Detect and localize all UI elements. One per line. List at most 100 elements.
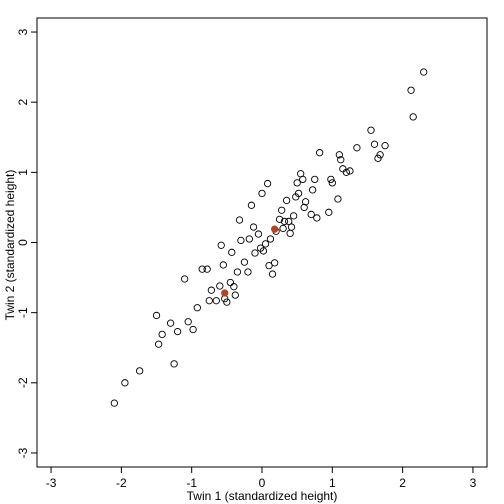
data-point	[294, 189, 303, 198]
data-point	[346, 167, 354, 175]
data-point	[110, 399, 118, 407]
data-point	[263, 179, 272, 188]
x-tick-label: -1	[186, 476, 197, 490]
data-point	[189, 325, 197, 334]
x-axis: -3 -2 -1 0 1 2 3	[46, 467, 477, 490]
data-point	[268, 270, 277, 278]
data-point	[278, 206, 286, 214]
data-point	[327, 175, 335, 184]
x-tick-label: 1	[329, 476, 336, 490]
y-tick-label: -3	[16, 447, 30, 458]
data-point	[247, 201, 256, 209]
y-tick-label: -2	[16, 377, 30, 388]
data-point	[216, 282, 224, 290]
data-point	[342, 168, 351, 176]
x-tick-label: -2	[116, 476, 127, 490]
data-point	[299, 175, 307, 184]
data-point	[244, 268, 252, 276]
data-point	[136, 367, 144, 375]
y-tick-label: 1	[16, 169, 30, 176]
data-point	[217, 241, 225, 249]
data-point	[249, 223, 258, 231]
data-point	[311, 175, 319, 184]
data-point	[173, 327, 182, 336]
data-point	[325, 208, 333, 216]
data-point	[293, 179, 301, 187]
data-point	[381, 142, 389, 150]
data-point	[152, 311, 161, 320]
data-point	[223, 298, 231, 306]
data-point	[184, 318, 192, 326]
data-point	[166, 319, 175, 327]
y-tick-label: 3	[16, 28, 30, 35]
data-point	[370, 140, 379, 148]
data-point	[251, 249, 259, 257]
data-point	[254, 230, 263, 238]
data-point	[258, 189, 266, 198]
data-point	[121, 379, 129, 387]
data-point	[230, 283, 238, 291]
y-axis-label: Twin 2 (standardized height)	[3, 170, 17, 321]
data-point	[219, 261, 227, 269]
x-axis-label: Twin 1 (standardized height)	[187, 489, 338, 503]
data-point	[334, 195, 342, 203]
data-point	[203, 265, 211, 273]
data-point	[207, 286, 216, 294]
data-point	[307, 210, 315, 219]
data-point	[335, 151, 343, 159]
x-tick-label: 0	[259, 476, 266, 490]
y-axis: -3 -2 -1 0 1 2 3	[16, 28, 37, 458]
data-point	[205, 297, 213, 305]
data-point	[328, 179, 336, 187]
data-point	[316, 149, 324, 157]
x-tick-label: 2	[399, 476, 406, 490]
data-point	[170, 360, 178, 368]
data-point	[158, 330, 166, 339]
y-tick-label: -1	[16, 307, 30, 318]
data-point	[287, 223, 296, 231]
data-point	[285, 217, 293, 226]
y-tick-label: 0	[16, 239, 30, 246]
data-point	[313, 214, 321, 222]
data-point	[301, 198, 310, 206]
data-point	[271, 259, 279, 267]
data-point	[376, 151, 384, 159]
data-points	[110, 68, 428, 407]
data-point	[261, 240, 270, 248]
y-tick-label: 2	[16, 99, 30, 106]
data-point	[259, 247, 268, 255]
data-point	[266, 235, 275, 243]
data-point	[300, 203, 308, 212]
plot-frame	[36, 17, 488, 468]
data-point	[235, 216, 244, 224]
data-point	[367, 126, 375, 134]
data-point	[407, 86, 415, 94]
data-point	[245, 235, 253, 243]
data-point	[212, 297, 220, 305]
data-point	[420, 68, 428, 76]
data-point	[308, 186, 317, 194]
data-point	[198, 265, 206, 273]
data-point	[275, 215, 284, 223]
highlighted-point	[271, 225, 279, 233]
data-point	[374, 154, 382, 162]
data-point	[280, 217, 289, 226]
data-point	[233, 268, 242, 276]
data-point	[337, 156, 345, 164]
data-point	[289, 212, 298, 220]
data-point	[231, 291, 239, 299]
data-point	[193, 304, 201, 312]
x-tick-label: -3	[46, 476, 57, 490]
x-tick-label: 3	[470, 476, 477, 490]
highlighted-point	[221, 289, 229, 297]
data-point	[228, 248, 236, 256]
data-point	[240, 258, 249, 266]
data-point	[282, 196, 291, 205]
data-point	[279, 224, 287, 233]
data-point	[339, 165, 347, 173]
data-point	[409, 113, 417, 121]
data-point	[265, 262, 273, 270]
data-point	[353, 144, 361, 152]
data-point	[181, 275, 189, 283]
